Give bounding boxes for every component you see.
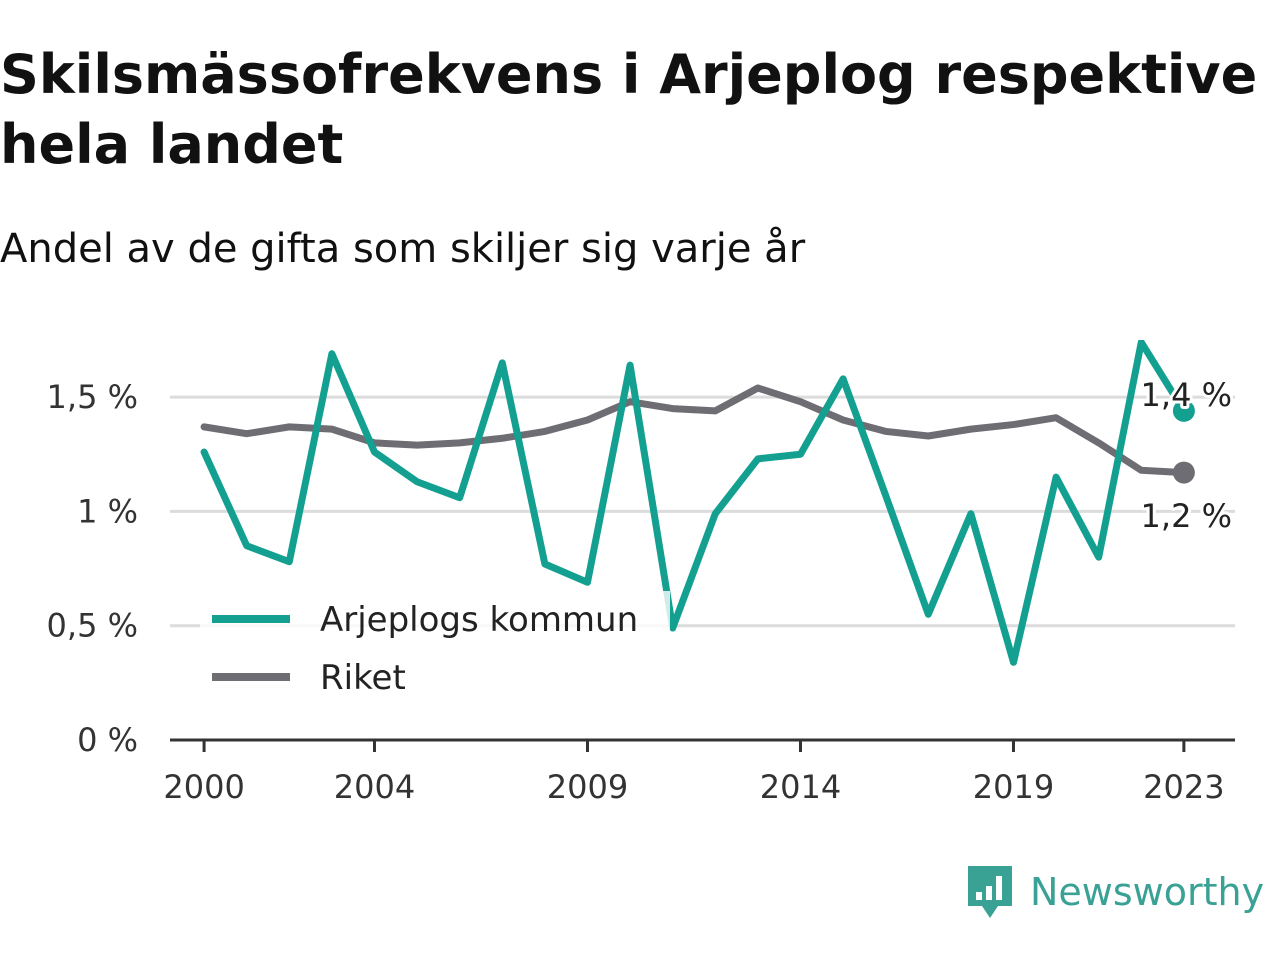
y-tick-label: 1 % [77,492,138,530]
newsworthy-logo-icon [968,866,1012,918]
brand: Newsworthy [964,862,1264,922]
end-labels: 1,4 % 1,2 % [1138,373,1235,538]
x-axis-ticks: 2000 2004 2009 2014 2019 2023 [163,740,1225,806]
legend-label: Arjeplogs kommun [320,600,638,640]
x-tick-label: 2019 [973,768,1054,806]
x-tick-label: 2000 [163,768,244,806]
series-lines [200,340,1195,666]
y-tick-label: 0,5 % [47,607,138,645]
line-chart: 0 % 0,5 % 1 % 1,5 % 2000 2004 2009 2014 2019 202… [47,340,1235,806]
x-tick-label: 2009 [547,768,628,806]
series-end-point [1172,461,1195,484]
end-value-label: 1,4 % [1141,376,1232,414]
end-value-label: 1,2 % [1141,497,1232,535]
x-tick-label: 2023 [1143,768,1224,806]
y-tick-label: 1,5 % [47,378,138,416]
x-tick-label: 2004 [334,768,415,806]
legend-label: Riket [320,658,406,698]
chart-title: Skilsmässofrekvens i Arjeplog respektive… [0,43,1258,176]
series-end-point [1172,399,1195,422]
y-tick-label: 0 % [77,721,138,759]
legend: Arjeplogs kommun Riket [200,591,670,699]
chart-subtitle: Andel av de gifta som skiljer sig varje … [0,226,806,272]
brand-name: Newsworthy [1030,870,1265,914]
series-line-arjeplog [200,340,1188,666]
y-axis-ticks: 0 % 0,5 % 1 % 1,5 % [47,378,138,759]
x-tick-label: 2014 [760,768,841,806]
